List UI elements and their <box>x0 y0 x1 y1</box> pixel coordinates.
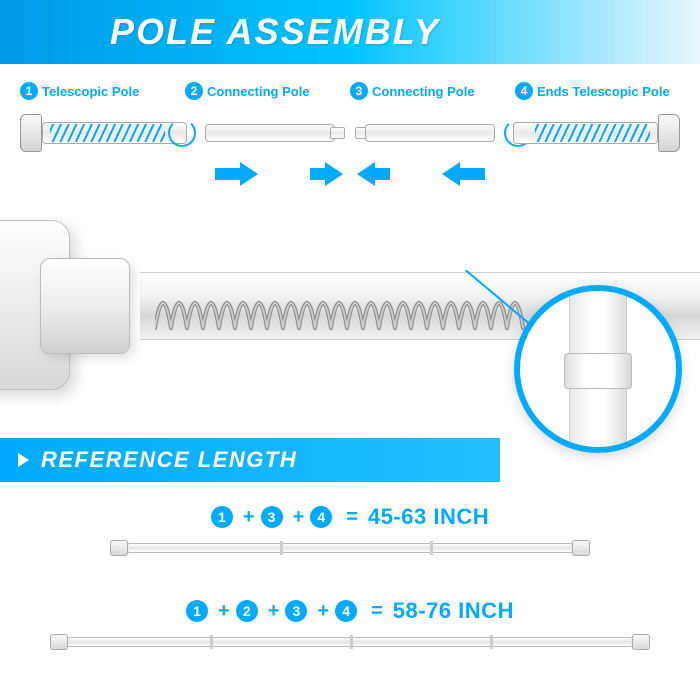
combo-2: 1 + 2 + 3 + 4 = 58-76 INCH <box>0 598 700 650</box>
rod-cap-right <box>632 634 650 650</box>
callout-joint <box>564 353 632 389</box>
equals-icon: = <box>346 506 358 529</box>
arrow-right-icon <box>325 162 343 186</box>
rotate-arrow-icon <box>168 119 196 147</box>
segment-2 <box>205 124 335 142</box>
arrow-bar <box>460 168 485 180</box>
segment-3 <box>365 124 495 142</box>
badge-3: 3 <box>350 82 368 100</box>
closeup-end-cap <box>0 220 140 390</box>
plus-icon: + <box>293 506 305 529</box>
badge: 4 <box>335 600 357 622</box>
cap-hub <box>40 258 130 354</box>
spring-left <box>50 124 165 142</box>
part-text-1: Telescopic Pole <box>42 84 139 99</box>
callout-circle <box>514 285 682 453</box>
arrow-bar <box>310 168 325 180</box>
part-text-3: Connecting Pole <box>372 84 475 99</box>
badge-4: 4 <box>515 82 533 100</box>
badge: 1 <box>211 506 233 528</box>
combo-2-range: 58-76 INCH <box>393 598 514 624</box>
part-labels-row: 1 Telescopic Pole 2 Connecting Pole 3 Co… <box>0 64 700 108</box>
rod-joint <box>490 635 493 649</box>
combo-1: 1 + 3 + 4 = 45-63 INCH <box>0 504 700 556</box>
badge: 1 <box>186 600 208 622</box>
header-title: POLE ASSEMBLY <box>110 11 440 53</box>
connector-nub-2 <box>330 127 345 139</box>
plus-icon: + <box>268 600 280 623</box>
plus-icon: + <box>317 600 329 623</box>
end-cap-left <box>20 114 42 152</box>
end-cap-right <box>658 114 680 152</box>
rod-joint <box>280 541 283 555</box>
rod-joint <box>430 541 433 555</box>
badge: 2 <box>236 600 258 622</box>
badge: 3 <box>261 506 283 528</box>
badge-2: 2 <box>185 82 203 100</box>
rod-cap-left <box>50 634 68 650</box>
equals-icon: = <box>371 600 383 623</box>
badge: 4 <box>310 506 332 528</box>
header-bar: POLE ASSEMBLY <box>0 0 700 64</box>
part-text-2: Connecting Pole <box>207 84 310 99</box>
mini-rod-1 <box>110 540 590 556</box>
rod-joint <box>210 635 213 649</box>
plus-icon: + <box>218 600 230 623</box>
part-text-4: Ends Telescopic Pole <box>537 84 670 99</box>
part-label: 2 Connecting Pole <box>185 82 350 100</box>
plus-icon: + <box>243 506 255 529</box>
rod-bar <box>126 543 574 553</box>
rod-cap-right <box>572 540 590 556</box>
closeup-spring <box>155 278 535 334</box>
rod-joint <box>350 635 353 649</box>
arrow-bar <box>215 168 240 180</box>
part-label: 4 Ends Telescopic Pole <box>515 82 680 100</box>
rod-cap-left <box>110 540 128 556</box>
arrow-left-icon <box>442 162 460 186</box>
badge: 3 <box>285 600 307 622</box>
badge-1: 1 <box>20 82 38 100</box>
triangle-icon <box>18 453 29 467</box>
arrow-right-icon <box>240 162 258 186</box>
combo-1-range: 45-63 INCH <box>368 504 489 530</box>
spring-right <box>535 124 650 142</box>
mini-rod-2 <box>50 634 650 650</box>
push-arrows <box>20 162 680 192</box>
assembly-diagram <box>20 110 680 160</box>
part-label: 1 Telescopic Pole <box>20 82 185 100</box>
arrow-left-icon <box>357 162 375 186</box>
combo-equation: 1 + 2 + 3 + 4 = 58-76 INCH <box>186 598 514 624</box>
reference-length-bar: REFERENCE LENGTH <box>0 438 500 482</box>
arrow-bar <box>375 168 390 180</box>
part-label: 3 Connecting Pole <box>350 82 515 100</box>
reference-length-title: REFERENCE LENGTH <box>41 447 297 473</box>
combo-equation: 1 + 3 + 4 = 45-63 INCH <box>211 504 489 530</box>
